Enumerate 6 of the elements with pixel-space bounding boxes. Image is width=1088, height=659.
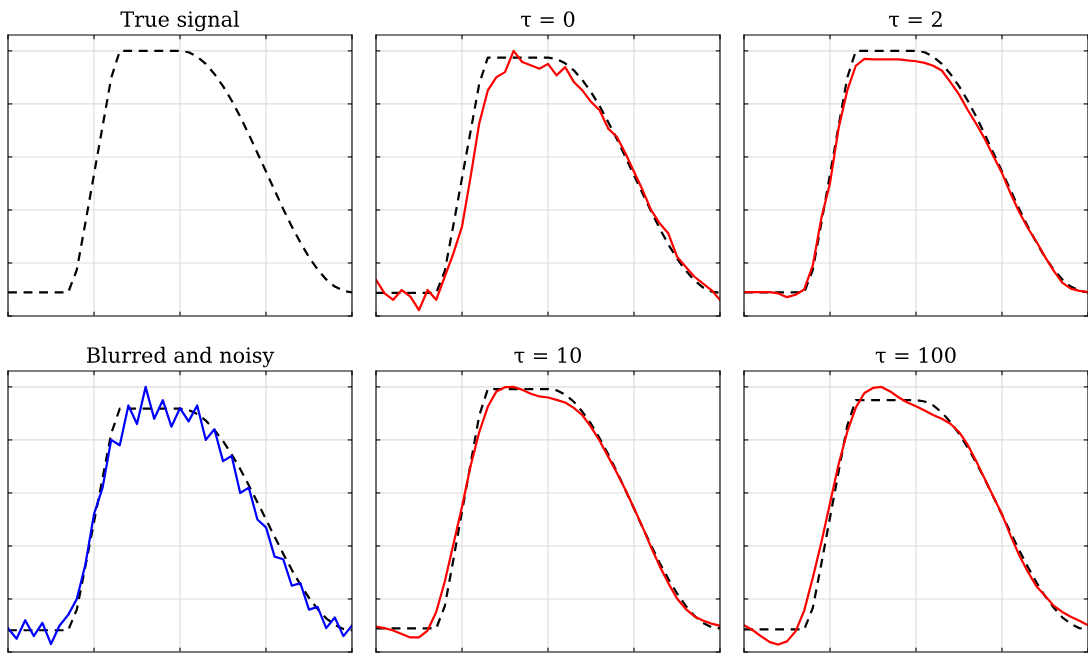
chart-title: τ = 100 <box>875 347 956 363</box>
chart-title: τ = 0 <box>521 11 575 27</box>
chart-title: True signal <box>120 10 240 32</box>
chart-title: τ = 2 <box>889 11 942 27</box>
chart-title: Blurred and noisy <box>86 346 275 368</box>
chart-title: τ = 10 <box>514 347 581 363</box>
